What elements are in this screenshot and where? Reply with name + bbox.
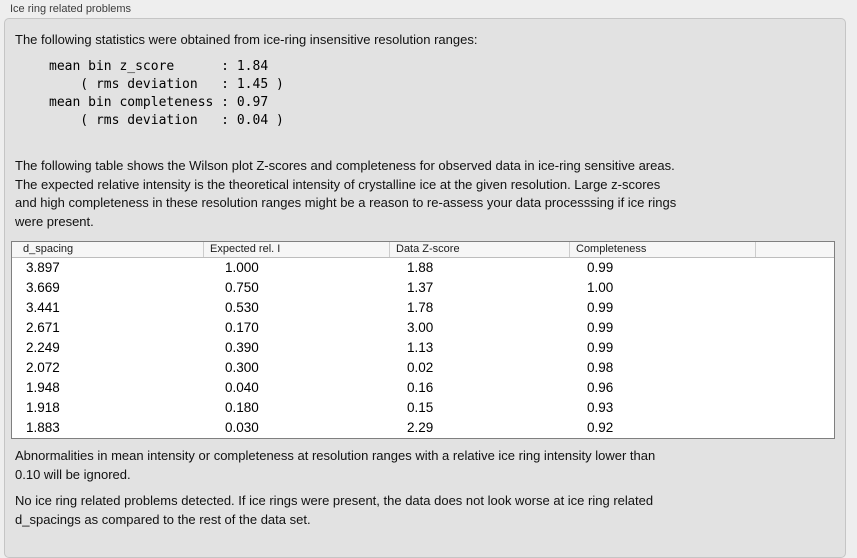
- cell-expected-rel-i: 0.040: [225, 380, 259, 395]
- cell-data-z-score: 2.29: [407, 420, 434, 435]
- cell-expected-rel-i: 0.300: [225, 360, 259, 375]
- cell-data-z-score: 0.15: [407, 400, 434, 415]
- table-row[interactable]: 2.249 0.390 1.13 0.99: [12, 338, 834, 358]
- table-row[interactable]: 3.441 0.530 1.78 0.99: [12, 298, 834, 318]
- table-row[interactable]: 1.883 0.030 2.29 0.92: [12, 418, 834, 438]
- cell-completeness: 0.96: [587, 380, 614, 395]
- cell-completeness: 0.98: [587, 360, 614, 375]
- cell-data-z-score: 1.88: [407, 260, 434, 275]
- cell-empty: [755, 298, 834, 318]
- cell-expected-rel-i: 0.170: [225, 320, 259, 335]
- cell-empty: [755, 398, 834, 418]
- ignore-note-text: Abnormalities in mean intensity or compl…: [15, 448, 656, 482]
- column-header-completeness[interactable]: Completeness: [569, 242, 755, 257]
- cell-completeness: 0.99: [587, 300, 614, 315]
- cell-expected-rel-i: 0.180: [225, 400, 259, 415]
- cell-expected-rel-i: 0.390: [225, 340, 259, 355]
- table-row[interactable]: 1.918 0.180 0.15 0.93: [12, 398, 834, 418]
- cell-data-z-score: 1.78: [407, 300, 434, 315]
- table-row[interactable]: 2.671 0.170 3.00 0.99: [12, 318, 834, 338]
- cell-completeness: 0.99: [587, 320, 614, 335]
- table-body: 3.897 1.000 1.88 0.99 3.669 0.750 1.37 1…: [12, 258, 834, 438]
- table-row[interactable]: 3.669 0.750 1.37 1.00: [12, 278, 834, 298]
- cell-d-spacing: 2.671: [26, 320, 60, 335]
- cell-empty: [755, 258, 834, 278]
- conclusion-text: No ice ring related problems detected. I…: [15, 493, 654, 527]
- cell-completeness: 0.93: [587, 400, 614, 415]
- ice-ring-table: d_spacing Expected rel. I Data Z-score C…: [11, 241, 835, 439]
- cell-d-spacing: 1.948: [26, 380, 60, 395]
- ice-ring-panel: The following statistics were obtained f…: [4, 18, 846, 558]
- column-header-empty[interactable]: [755, 242, 834, 257]
- column-header-expected-rel-i[interactable]: Expected rel. I: [203, 242, 389, 257]
- table-row[interactable]: 2.072 0.300 0.02 0.98: [12, 358, 834, 378]
- cell-data-z-score: 0.02: [407, 360, 434, 375]
- stats-intro-text: The following statistics were obtained f…: [15, 32, 478, 47]
- cell-data-z-score: 1.37: [407, 280, 434, 295]
- cell-expected-rel-i: 1.000: [225, 260, 259, 275]
- cell-data-z-score: 3.00: [407, 320, 434, 335]
- table-row[interactable]: 1.948 0.040 0.16 0.96: [12, 378, 834, 398]
- column-header-d-spacing[interactable]: d_spacing: [23, 243, 74, 255]
- cell-d-spacing: 2.072: [26, 360, 60, 375]
- column-header-data-z-score[interactable]: Data Z-score: [389, 242, 569, 257]
- cell-d-spacing: 3.441: [26, 300, 60, 315]
- cell-empty: [755, 278, 834, 298]
- stats-block: mean bin z_score : 1.84 ( rms deviation …: [49, 59, 284, 128]
- cell-completeness: 0.99: [587, 340, 614, 355]
- cell-empty: [755, 418, 834, 438]
- cell-empty: [755, 338, 834, 358]
- cell-d-spacing: 1.883: [26, 420, 60, 435]
- cell-expected-rel-i: 0.750: [225, 280, 259, 295]
- cell-empty: [755, 318, 834, 338]
- table-row[interactable]: 3.897 1.000 1.88 0.99: [12, 258, 834, 278]
- cell-expected-rel-i: 0.030: [225, 420, 259, 435]
- panel-title: Ice ring related problems: [10, 3, 132, 15]
- cell-d-spacing: 1.918: [26, 400, 60, 415]
- cell-data-z-score: 1.13: [407, 340, 434, 355]
- cell-data-z-score: 0.16: [407, 380, 434, 395]
- cell-expected-rel-i: 0.530: [225, 300, 259, 315]
- table-header-row: d_spacing Expected rel. I Data Z-score C…: [12, 242, 834, 258]
- cell-d-spacing: 2.249: [26, 340, 60, 355]
- cell-completeness: 0.99: [587, 260, 614, 275]
- table-description-text: The following table shows the Wilson plo…: [15, 158, 677, 229]
- cell-d-spacing: 3.897: [26, 260, 60, 275]
- cell-completeness: 0.92: [587, 420, 614, 435]
- cell-d-spacing: 3.669: [26, 280, 60, 295]
- cell-empty: [755, 378, 834, 398]
- cell-empty: [755, 358, 834, 378]
- cell-completeness: 1.00: [587, 280, 614, 295]
